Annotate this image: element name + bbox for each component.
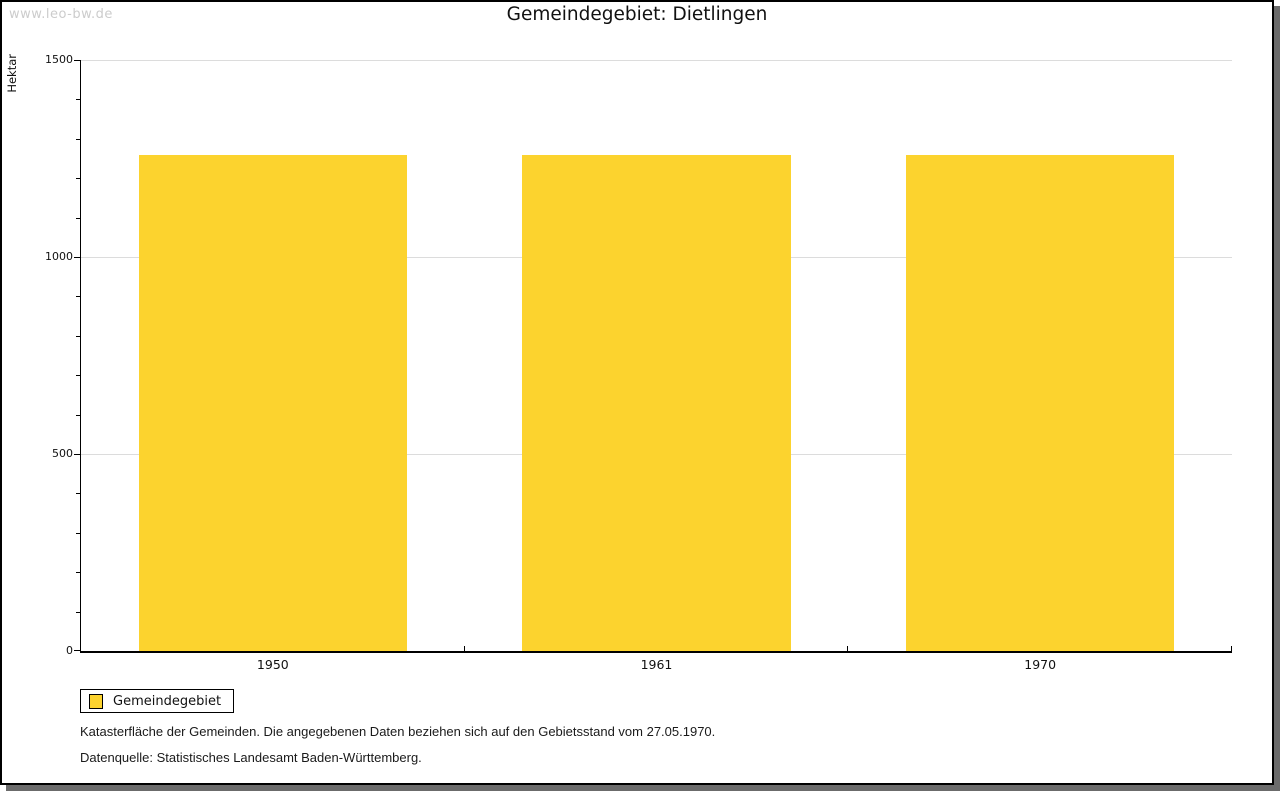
y-tick <box>76 532 80 534</box>
gridline <box>81 60 1232 61</box>
y-tick <box>76 217 80 219</box>
plot-area: 0 500 1000 1500 1950 1961 1970 <box>45 53 1232 672</box>
y-tick <box>74 60 80 61</box>
bar <box>522 154 791 651</box>
y-tick-label: 0 <box>66 644 73 657</box>
x-tick <box>1231 646 1232 651</box>
y-tick <box>76 178 80 180</box>
y-tick-label: 500 <box>52 447 73 460</box>
legend-label: Gemeindegebiet <box>113 693 222 709</box>
note-datenquelle: Datenquelle: Statistisches Landesamt Bad… <box>80 750 422 765</box>
y-tick <box>76 611 80 613</box>
y-tick <box>76 493 80 495</box>
bar <box>905 154 1175 651</box>
y-tick <box>76 375 80 377</box>
y-tick-label: 1000 <box>45 250 73 263</box>
y-tick <box>76 99 80 101</box>
y-tick <box>76 572 80 574</box>
category-label: 1950 <box>256 657 289 672</box>
y-tick-label: 1500 <box>45 53 73 66</box>
x-tick <box>847 646 848 651</box>
category-label: 1961 <box>640 657 673 672</box>
legend-swatch <box>89 693 103 709</box>
y-tick <box>76 138 80 140</box>
x-tick <box>464 646 465 651</box>
category-slot: 1961 <box>465 60 849 672</box>
y-tick <box>74 257 80 258</box>
y-tick <box>74 650 80 651</box>
watermark: www.leo-bw.de <box>9 7 113 22</box>
y-tick <box>76 414 80 416</box>
y-tick <box>76 296 80 298</box>
category-label: 1970 <box>1024 657 1057 672</box>
y-tick <box>76 335 80 337</box>
legend: Gemeindegebiet <box>80 689 234 713</box>
category-slot: 1970 <box>848 60 1232 672</box>
note-gebietsstand: Katasterfläche der Gemeinden. Die angege… <box>80 724 716 739</box>
category-slot: 1950 <box>81 60 465 672</box>
y-tick <box>74 454 80 455</box>
bar <box>138 154 408 651</box>
chart-title: Gemeindegebiet: Dietlingen <box>506 4 768 25</box>
